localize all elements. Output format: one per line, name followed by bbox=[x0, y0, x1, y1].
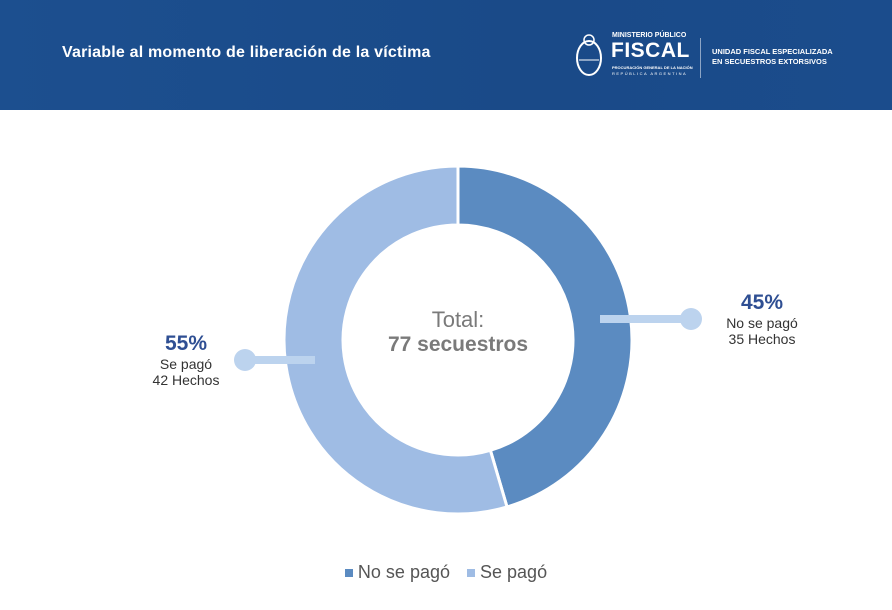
donut-slice-se-pago bbox=[282, 164, 509, 516]
unit-line2: EN SECUESTROS EXTORSIVOS bbox=[712, 57, 827, 66]
donut-slice-no-se-pago bbox=[456, 164, 634, 509]
legend-label: No se pagó bbox=[357, 562, 450, 582]
donut-center-label: Total: 77 secuestros bbox=[358, 307, 558, 357]
leader-dot-se-pago bbox=[234, 349, 256, 371]
logo-line2: FISCAL bbox=[611, 39, 690, 62]
coat-of-arms-icon bbox=[576, 34, 602, 76]
logo: MINISTERIO PÚBLICO FISCAL PROCURACIÓN GE… bbox=[572, 30, 862, 82]
data-label-no-se-pago: 45% No se pagó 35 Hechos bbox=[712, 291, 812, 347]
logo-line1: MINISTERIO PÚBLICO bbox=[612, 32, 687, 39]
leader-dot-no-se-pago bbox=[680, 308, 702, 330]
data-label-se-pago: 55% Se pagó 42 Hechos bbox=[136, 332, 236, 388]
legend-item-no-se-pago: No se pagó bbox=[344, 562, 450, 582]
percent-label: 55% bbox=[164, 332, 208, 355]
category-label: Se pagó bbox=[159, 356, 213, 372]
legend-label: Se pagó bbox=[480, 562, 548, 582]
percent-label: 45% bbox=[740, 291, 784, 314]
center-line2: 77 secuestros bbox=[387, 333, 529, 356]
unit-name: UNIDAD FISCAL ESPECIALIZADA EN SECUESTROS… bbox=[712, 47, 833, 67]
logo-divider bbox=[700, 38, 701, 78]
leader-line-no-se-pago bbox=[600, 315, 690, 323]
header-banner: Variable al momento de liberación de la … bbox=[0, 0, 892, 110]
center-line1: Total: bbox=[431, 307, 485, 332]
legend-swatch bbox=[467, 569, 476, 578]
page-title: Variable al momento de liberación de la … bbox=[62, 44, 431, 61]
legend-item-se-pago: Se pagó bbox=[467, 562, 547, 582]
logo-line4: REPÚBLICA ARGENTINA bbox=[612, 71, 688, 76]
legend-swatch bbox=[344, 569, 353, 578]
logo-line3: PROCURACIÓN GENERAL DE LA NACIÓN bbox=[612, 65, 693, 70]
category-label: No se pagó bbox=[726, 315, 798, 331]
legend: No se pagó Se pagó bbox=[0, 562, 892, 583]
unit-line1: UNIDAD FISCAL ESPECIALIZADA bbox=[712, 47, 833, 56]
count-label: 42 Hechos bbox=[152, 372, 220, 388]
leader-line-se-pago bbox=[245, 356, 315, 364]
count-label: 35 Hechos bbox=[728, 331, 796, 347]
